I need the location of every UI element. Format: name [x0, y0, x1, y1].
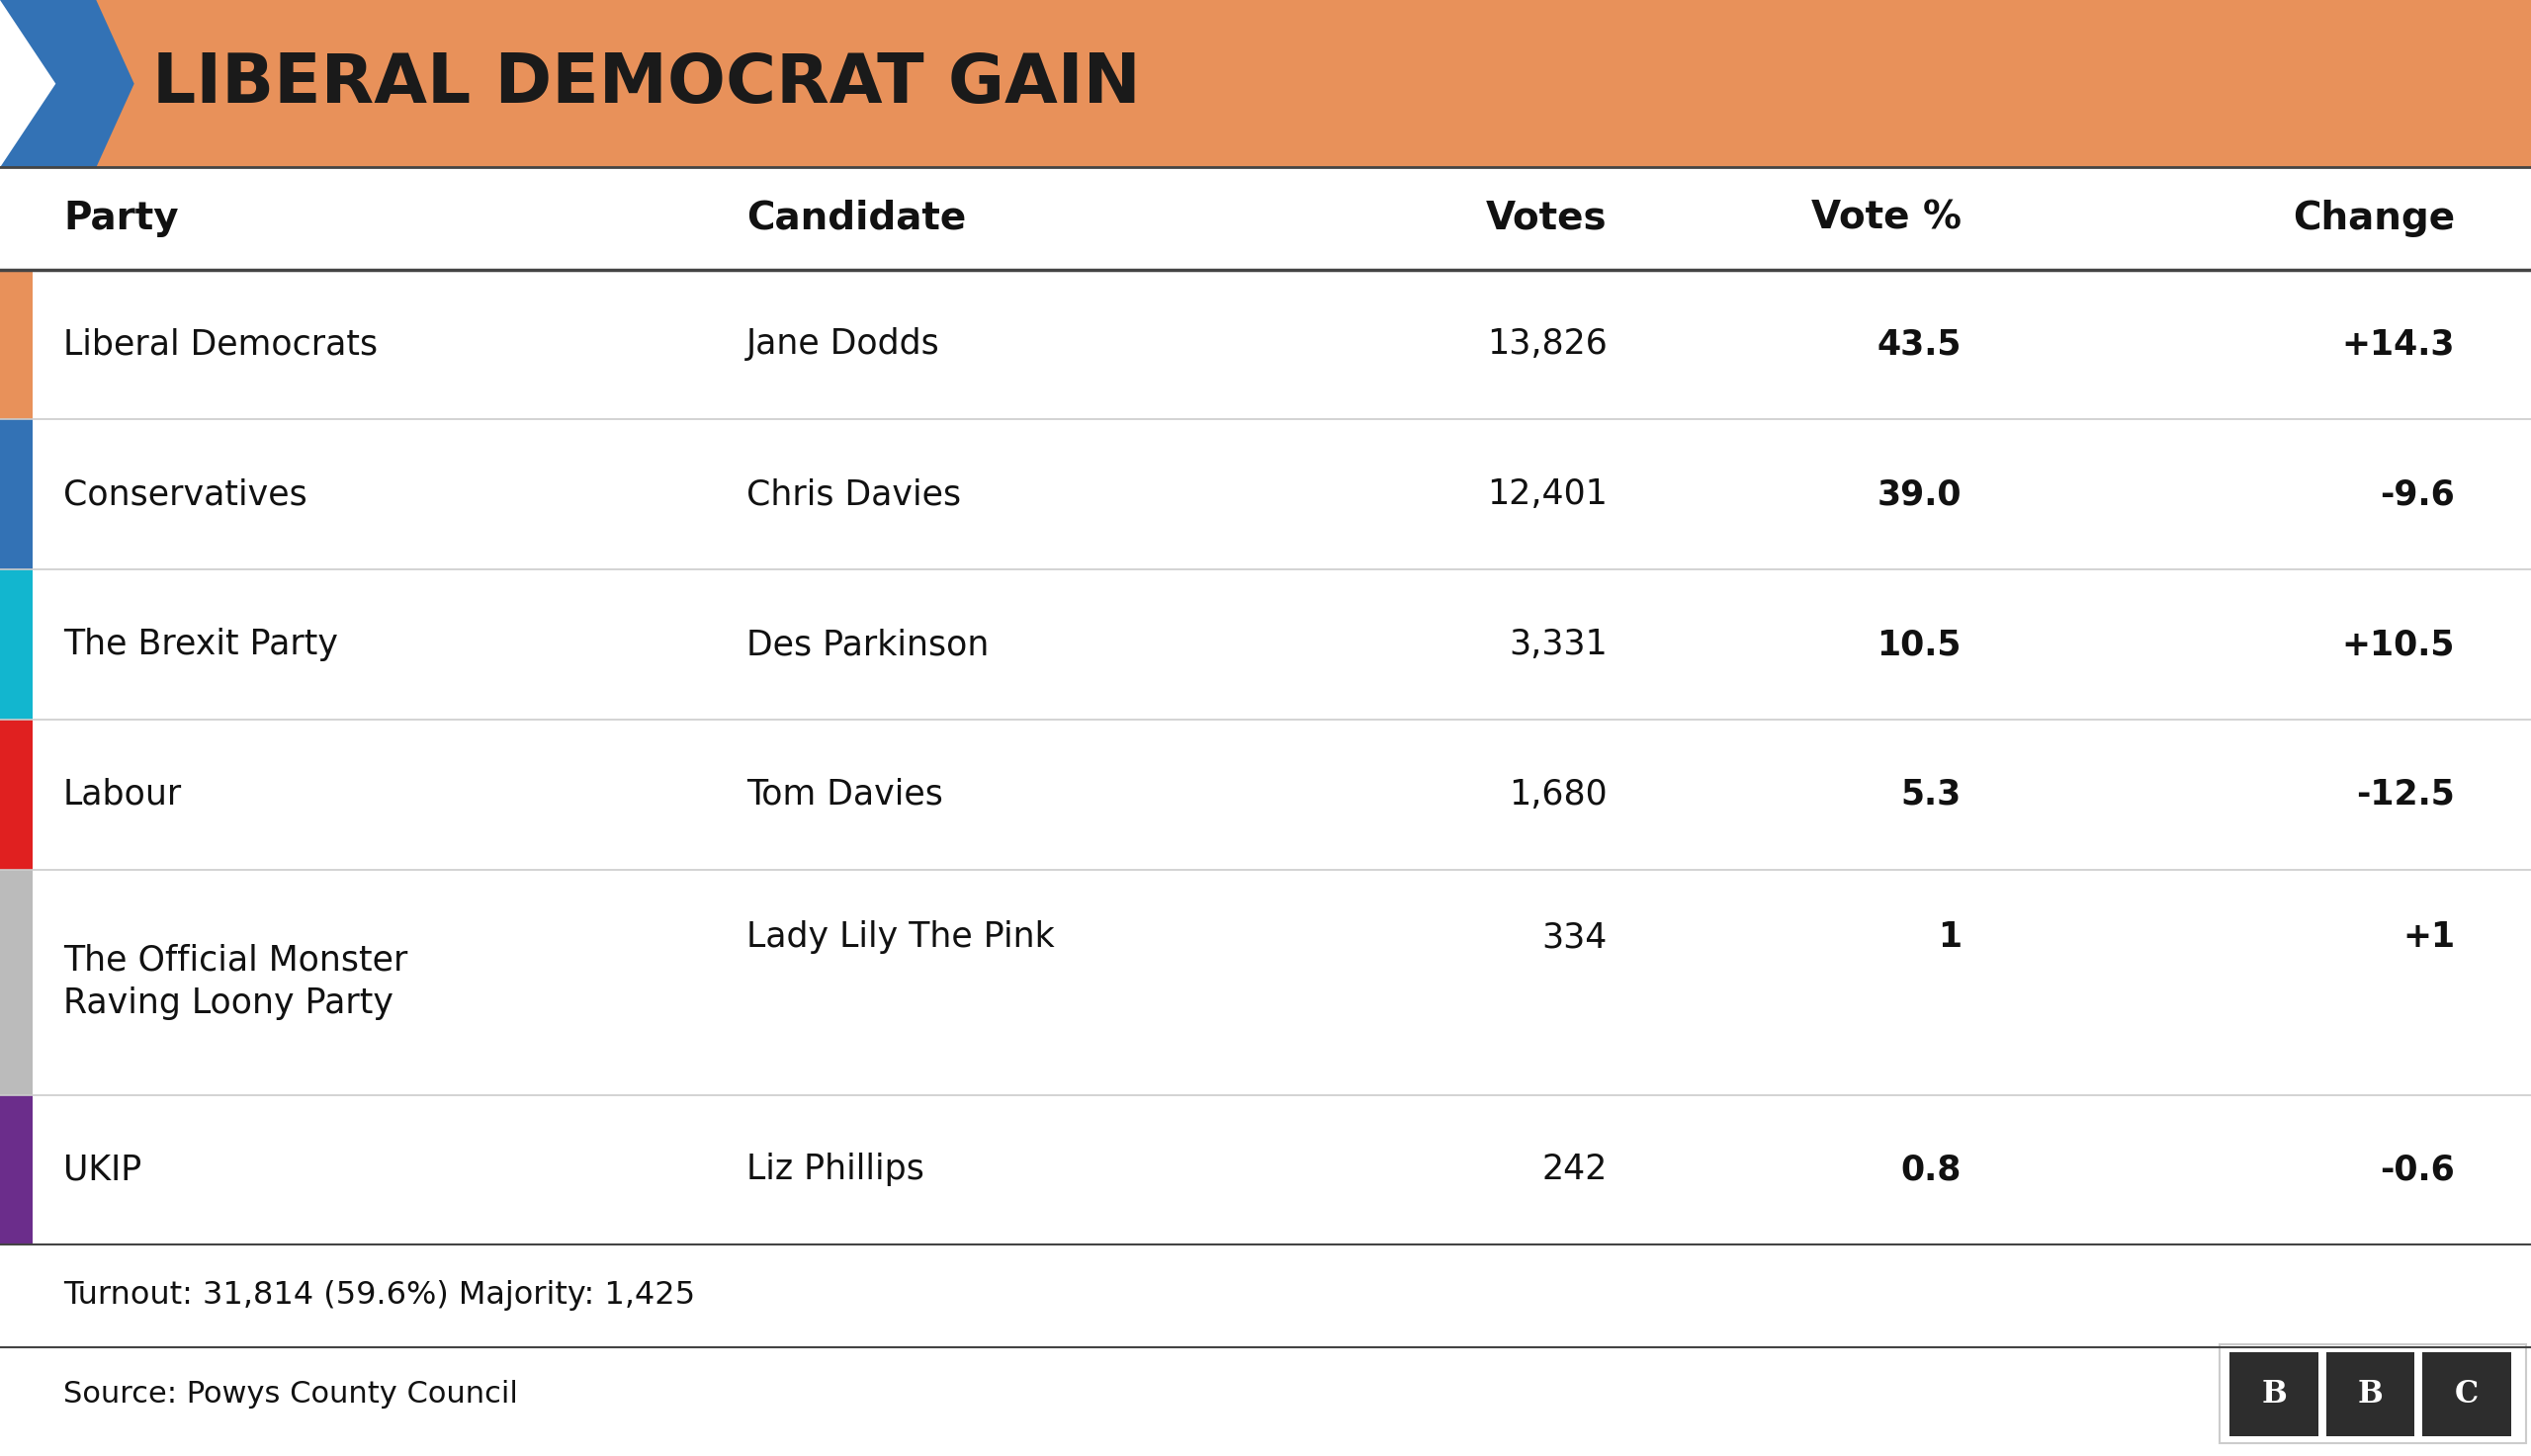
Text: Chris Davies: Chris Davies — [747, 478, 962, 511]
FancyBboxPatch shape — [2422, 1351, 2511, 1436]
Polygon shape — [0, 0, 56, 167]
Text: Tom Davies: Tom Davies — [747, 778, 944, 811]
FancyBboxPatch shape — [0, 419, 33, 569]
Text: Conservatives: Conservatives — [63, 478, 306, 511]
FancyBboxPatch shape — [0, 1095, 33, 1245]
Text: B: B — [2260, 1379, 2288, 1409]
FancyBboxPatch shape — [0, 869, 33, 1095]
FancyBboxPatch shape — [2230, 1351, 2318, 1436]
Text: 334: 334 — [1541, 920, 1607, 954]
Text: +10.5: +10.5 — [2341, 628, 2455, 661]
Text: 39.0: 39.0 — [1878, 478, 1962, 511]
Text: +1: +1 — [2402, 920, 2455, 954]
Text: Party: Party — [63, 199, 180, 237]
Text: 242: 242 — [1541, 1153, 1607, 1187]
Text: -12.5: -12.5 — [2356, 778, 2455, 811]
Text: 1: 1 — [1939, 920, 1962, 954]
Text: C: C — [2455, 1379, 2478, 1409]
Text: +14.3: +14.3 — [2341, 328, 2455, 361]
Text: 3,331: 3,331 — [1508, 628, 1607, 661]
Text: 1,680: 1,680 — [1508, 778, 1607, 811]
Text: Labour: Labour — [63, 778, 182, 811]
Text: UKIP: UKIP — [63, 1153, 142, 1187]
Text: -9.6: -9.6 — [2379, 478, 2455, 511]
Text: 43.5: 43.5 — [1878, 328, 1962, 361]
FancyBboxPatch shape — [0, 0, 2531, 167]
Text: B: B — [2356, 1379, 2384, 1409]
Text: Des Parkinson: Des Parkinson — [747, 628, 990, 661]
Text: Lady Lily The Pink: Lady Lily The Pink — [747, 920, 1055, 954]
FancyBboxPatch shape — [0, 269, 33, 419]
Text: 13,826: 13,826 — [1486, 328, 1607, 361]
Text: 0.8: 0.8 — [1901, 1153, 1962, 1187]
Text: Turnout: 31,814 (59.6%) Majority: 1,425: Turnout: 31,814 (59.6%) Majority: 1,425 — [63, 1280, 696, 1312]
Text: Change: Change — [2293, 199, 2455, 237]
Polygon shape — [0, 0, 134, 167]
Text: Liberal Democrats: Liberal Democrats — [63, 328, 377, 361]
Text: Votes: Votes — [1486, 199, 1607, 237]
Text: LIBERAL DEMOCRAT GAIN: LIBERAL DEMOCRAT GAIN — [152, 51, 1141, 116]
Text: The Official Monster
Raving Loony Party: The Official Monster Raving Loony Party — [63, 943, 407, 1021]
Text: Candidate: Candidate — [747, 199, 967, 237]
Text: Vote %: Vote % — [1812, 199, 1962, 237]
Text: The Brexit Party: The Brexit Party — [63, 628, 339, 661]
Text: 12,401: 12,401 — [1486, 478, 1607, 511]
Text: Liz Phillips: Liz Phillips — [747, 1153, 924, 1187]
FancyBboxPatch shape — [0, 719, 33, 869]
Text: Source: Powys County Council: Source: Powys County Council — [63, 1380, 519, 1408]
FancyBboxPatch shape — [2326, 1351, 2415, 1436]
Text: 5.3: 5.3 — [1901, 778, 1962, 811]
Text: Jane Dodds: Jane Dodds — [747, 328, 939, 361]
Text: 10.5: 10.5 — [1878, 628, 1962, 661]
Text: -0.6: -0.6 — [2379, 1153, 2455, 1187]
FancyBboxPatch shape — [0, 569, 33, 719]
